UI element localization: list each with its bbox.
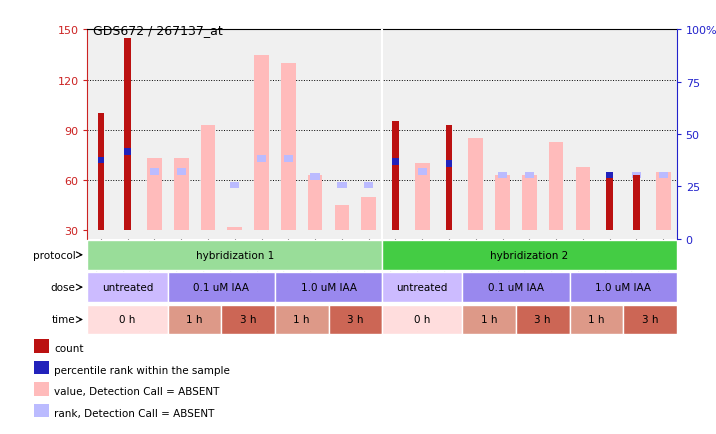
Text: protocol: protocol xyxy=(33,250,75,260)
Bar xyxy=(659,172,668,179)
FancyBboxPatch shape xyxy=(168,273,275,302)
Text: 1.0 uM IAA: 1.0 uM IAA xyxy=(595,283,651,293)
Bar xyxy=(97,157,105,164)
Text: 1 h: 1 h xyxy=(294,315,310,325)
Text: 3 h: 3 h xyxy=(240,315,256,325)
Text: value, Detection Call = ABSENT: value, Detection Call = ABSENT xyxy=(54,386,219,396)
Text: percentile rank within the sample: percentile rank within the sample xyxy=(54,365,230,375)
Bar xyxy=(281,64,296,231)
FancyBboxPatch shape xyxy=(168,305,221,335)
Bar xyxy=(34,382,49,396)
FancyBboxPatch shape xyxy=(463,305,516,335)
Bar xyxy=(34,361,49,374)
Bar xyxy=(417,169,427,176)
Bar xyxy=(284,155,293,162)
Text: 3 h: 3 h xyxy=(534,315,551,325)
Bar xyxy=(548,142,563,231)
Bar xyxy=(606,176,613,231)
Bar xyxy=(308,176,322,231)
Text: time: time xyxy=(52,315,75,325)
FancyBboxPatch shape xyxy=(382,305,463,335)
FancyBboxPatch shape xyxy=(463,273,569,302)
Bar xyxy=(125,39,131,231)
Text: 1 h: 1 h xyxy=(481,315,498,325)
Bar xyxy=(522,176,537,231)
Bar xyxy=(576,167,590,231)
Text: 0.1 uM IAA: 0.1 uM IAA xyxy=(193,283,249,293)
Bar xyxy=(174,159,188,231)
Bar xyxy=(656,172,671,231)
Text: 1 h: 1 h xyxy=(186,315,203,325)
Bar xyxy=(525,172,534,179)
Bar xyxy=(200,125,216,231)
Text: 1.0 uM IAA: 1.0 uM IAA xyxy=(301,283,357,293)
Bar xyxy=(415,164,430,231)
FancyBboxPatch shape xyxy=(382,240,677,270)
FancyBboxPatch shape xyxy=(87,273,168,302)
Text: 0.1 uM IAA: 0.1 uM IAA xyxy=(488,283,544,293)
Text: hybridization 2: hybridization 2 xyxy=(490,250,569,260)
Bar xyxy=(147,159,162,231)
Bar xyxy=(392,159,399,166)
Text: count: count xyxy=(54,343,84,353)
Bar xyxy=(498,172,507,179)
Text: 3 h: 3 h xyxy=(347,315,364,325)
FancyBboxPatch shape xyxy=(623,305,677,335)
Bar xyxy=(125,149,131,155)
Bar xyxy=(364,182,373,189)
Bar xyxy=(34,404,49,417)
Text: 0 h: 0 h xyxy=(120,315,136,325)
Text: untreated: untreated xyxy=(102,283,153,293)
Bar xyxy=(311,174,320,181)
FancyBboxPatch shape xyxy=(516,305,569,335)
Text: 1 h: 1 h xyxy=(588,315,604,325)
Text: 3 h: 3 h xyxy=(642,315,658,325)
Bar xyxy=(632,172,641,179)
Bar xyxy=(150,169,159,176)
Bar xyxy=(445,161,453,167)
Bar xyxy=(392,122,399,231)
FancyBboxPatch shape xyxy=(329,305,382,335)
Bar xyxy=(228,227,242,231)
Bar xyxy=(468,139,483,231)
Bar xyxy=(445,125,453,231)
Bar xyxy=(177,169,186,176)
FancyBboxPatch shape xyxy=(87,240,382,270)
FancyBboxPatch shape xyxy=(275,273,382,302)
Bar xyxy=(257,155,266,162)
Text: hybridization 1: hybridization 1 xyxy=(195,250,274,260)
Text: 0 h: 0 h xyxy=(414,315,430,325)
FancyBboxPatch shape xyxy=(87,305,168,335)
Text: GDS672 / 267137_at: GDS672 / 267137_at xyxy=(93,24,223,37)
FancyBboxPatch shape xyxy=(569,305,623,335)
Text: dose: dose xyxy=(51,283,75,293)
FancyBboxPatch shape xyxy=(221,305,275,335)
Bar xyxy=(606,172,613,179)
FancyBboxPatch shape xyxy=(569,273,677,302)
Bar xyxy=(495,176,510,231)
Bar xyxy=(633,176,640,231)
Bar xyxy=(254,56,269,231)
Text: untreated: untreated xyxy=(397,283,448,293)
Bar xyxy=(34,339,49,353)
FancyBboxPatch shape xyxy=(382,273,463,302)
Bar xyxy=(362,197,376,231)
FancyBboxPatch shape xyxy=(275,305,329,335)
Bar xyxy=(97,114,105,231)
Bar xyxy=(337,182,347,189)
Text: rank, Detection Call = ABSENT: rank, Detection Call = ABSENT xyxy=(54,408,214,418)
Bar xyxy=(334,206,349,231)
Bar xyxy=(230,182,239,189)
